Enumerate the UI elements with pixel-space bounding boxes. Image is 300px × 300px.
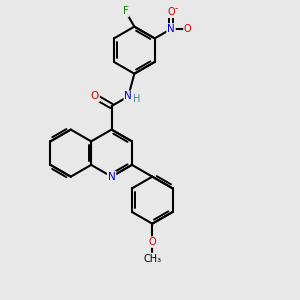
Text: O: O <box>184 24 192 34</box>
Text: N: N <box>108 172 116 182</box>
Text: O: O <box>91 92 99 101</box>
Text: CH₃: CH₃ <box>143 254 161 263</box>
Text: N: N <box>167 24 175 34</box>
Text: N: N <box>124 92 132 101</box>
Text: F: F <box>123 6 128 16</box>
Text: -: - <box>175 4 178 13</box>
Text: H: H <box>133 94 140 104</box>
Text: O: O <box>148 237 156 247</box>
Text: O: O <box>167 7 175 17</box>
